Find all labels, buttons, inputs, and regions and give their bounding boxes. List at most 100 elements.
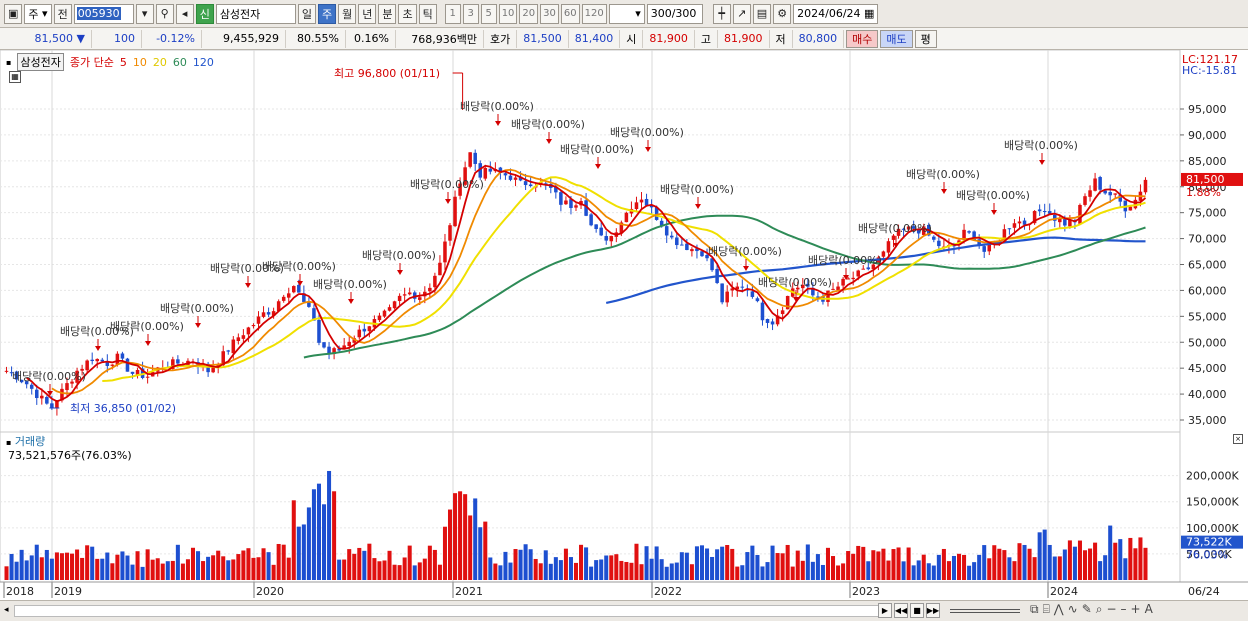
volume-bar [463, 494, 468, 580]
dividend-arrowhead [793, 297, 799, 302]
scrollbar[interactable] [14, 605, 884, 617]
volume-bar [59, 553, 64, 580]
volume-close-icon[interactable]: × [1233, 434, 1243, 444]
stock-code-input[interactable]: 005930 [73, 3, 134, 24]
count-input[interactable]: 300/300 [646, 3, 703, 24]
interval-60[interactable]: 60 [560, 3, 580, 24]
search-icon[interactable]: ⚲ [155, 3, 174, 24]
interval-select[interactable]: ▾ [608, 3, 645, 24]
period-tick[interactable]: 틱 [418, 3, 437, 24]
period-second[interactable]: 초 [398, 3, 417, 24]
volume-bar [24, 560, 29, 580]
zoom-out-icon[interactable]: − [1106, 602, 1117, 616]
candle-body [362, 328, 367, 332]
candle-body [1017, 221, 1022, 224]
draw-tool-icon[interactable]: ↗ [732, 3, 751, 24]
table-icon[interactable]: ▦ [9, 71, 21, 83]
candle-body [891, 235, 896, 240]
window-menu-icon[interactable]: ▣ [4, 3, 23, 24]
current-price-badge [1181, 172, 1243, 186]
zoom-slider[interactable] [950, 609, 1020, 613]
candle-body [176, 359, 180, 364]
volume-bar [866, 561, 871, 580]
legend-ma-120: 120 [192, 55, 214, 69]
legend-ma-type: 종가 단순 [69, 56, 114, 69]
period-day[interactable]: 일 [297, 3, 316, 24]
zoom-in-icon[interactable]: + [1130, 602, 1141, 616]
dividend-label: 배당락(0.00%) [460, 100, 534, 113]
volume-bar [886, 560, 891, 580]
gear-icon[interactable]: ⚙ [773, 3, 792, 24]
sketch-icon[interactable]: ✎ [1081, 602, 1092, 616]
volume-bar [216, 550, 221, 580]
volume-bar [760, 566, 765, 580]
scroll-left-icon[interactable]: ◂ [4, 605, 9, 615]
period-week[interactable]: 주 [317, 3, 337, 24]
volume-bar [1057, 556, 1062, 580]
volume-bar [715, 549, 720, 580]
candle-body [302, 293, 306, 303]
interval-30[interactable]: 30 [540, 3, 559, 24]
volume-bar [1118, 539, 1123, 580]
interval-1[interactable]: 1 [444, 3, 461, 24]
code-dropdown-icon[interactable]: ▾ [135, 3, 154, 24]
stock-name[interactable]: 삼성전자 [215, 3, 296, 24]
price-tick-label: 70,000 [1188, 233, 1227, 246]
bid-price: 81,400 [569, 29, 621, 48]
candle-body [1002, 229, 1007, 240]
font-size-icon[interactable]: A [1144, 602, 1153, 616]
period-month[interactable]: 월 [338, 3, 357, 24]
rewind-icon[interactable]: ◀◀ [894, 603, 908, 618]
dividend-label: 배당락(0.00%) [110, 320, 184, 333]
sell-button[interactable]: 매도 [880, 29, 913, 48]
ma-line-120 [605, 236, 1146, 304]
candle-type-icon[interactable]: ┿ [712, 3, 731, 24]
interval-10[interactable]: 10 [498, 3, 518, 24]
candle-body [831, 288, 835, 290]
pattern-icon[interactable]: ⋀ [1053, 602, 1064, 616]
buy-button[interactable]: 매수 [846, 29, 879, 48]
candle-body [438, 262, 442, 276]
stock-chart[interactable]: 95,00090,00085,00080,00075,00070,00065,0… [0, 49, 1248, 610]
date-input[interactable]: 2024/06/24 ▦ [793, 3, 879, 24]
volume-bar [281, 544, 286, 580]
price-tick-label: 50,000 [1188, 336, 1227, 349]
magnifier-icon[interactable]: ⌕ [1095, 602, 1103, 616]
stop-icon[interactable]: ■ [910, 603, 924, 618]
volume-bar [659, 559, 664, 580]
legend-stock-name[interactable]: 삼성전자 [17, 53, 64, 71]
volume-bar [634, 543, 639, 580]
candle-body [297, 284, 301, 293]
volume-bar [846, 551, 851, 580]
candle-body [856, 270, 860, 277]
forward-icon[interactable]: ▶▶ [926, 603, 940, 618]
copy-icon[interactable]: ⧉ [1030, 602, 1039, 616]
dividend-label: 배당락(0.00%) [560, 143, 634, 156]
period-minute[interactable]: 분 [378, 3, 397, 24]
volume-bar [710, 556, 715, 580]
volume-bar [1062, 549, 1067, 580]
volume-settings-icon[interactable]: ▪ [6, 438, 12, 447]
eval-button[interactable]: 평 [914, 29, 937, 48]
save-icon[interactable]: ▤ [752, 3, 772, 24]
compare-icon[interactable]: ⌸ [1042, 602, 1050, 616]
legend-settings-icon[interactable]: ▪ [6, 57, 12, 67]
volume-bar [856, 545, 861, 580]
volume-tick-label: 200,000K [1186, 470, 1239, 483]
candle-body [9, 372, 14, 374]
period-select[interactable]: 주 ▾ [24, 3, 52, 24]
volume-bar [967, 565, 972, 580]
prev-button[interactable]: 전 [53, 3, 72, 24]
interval-3[interactable]: 3 [462, 3, 479, 24]
play-icon[interactable]: ▶ [878, 603, 892, 618]
interval-120[interactable]: 120 [581, 3, 607, 24]
interval-20[interactable]: 20 [519, 3, 539, 24]
volume-bar [437, 564, 442, 580]
minus-icon[interactable]: – [1120, 602, 1127, 616]
period-year[interactable]: 년 [358, 3, 377, 24]
speaker-icon[interactable]: ◂ [175, 3, 194, 24]
volume-bar [755, 554, 760, 580]
volume-bar [977, 554, 982, 580]
interval-5[interactable]: 5 [480, 3, 497, 24]
wave-icon[interactable]: ∿ [1067, 602, 1078, 616]
